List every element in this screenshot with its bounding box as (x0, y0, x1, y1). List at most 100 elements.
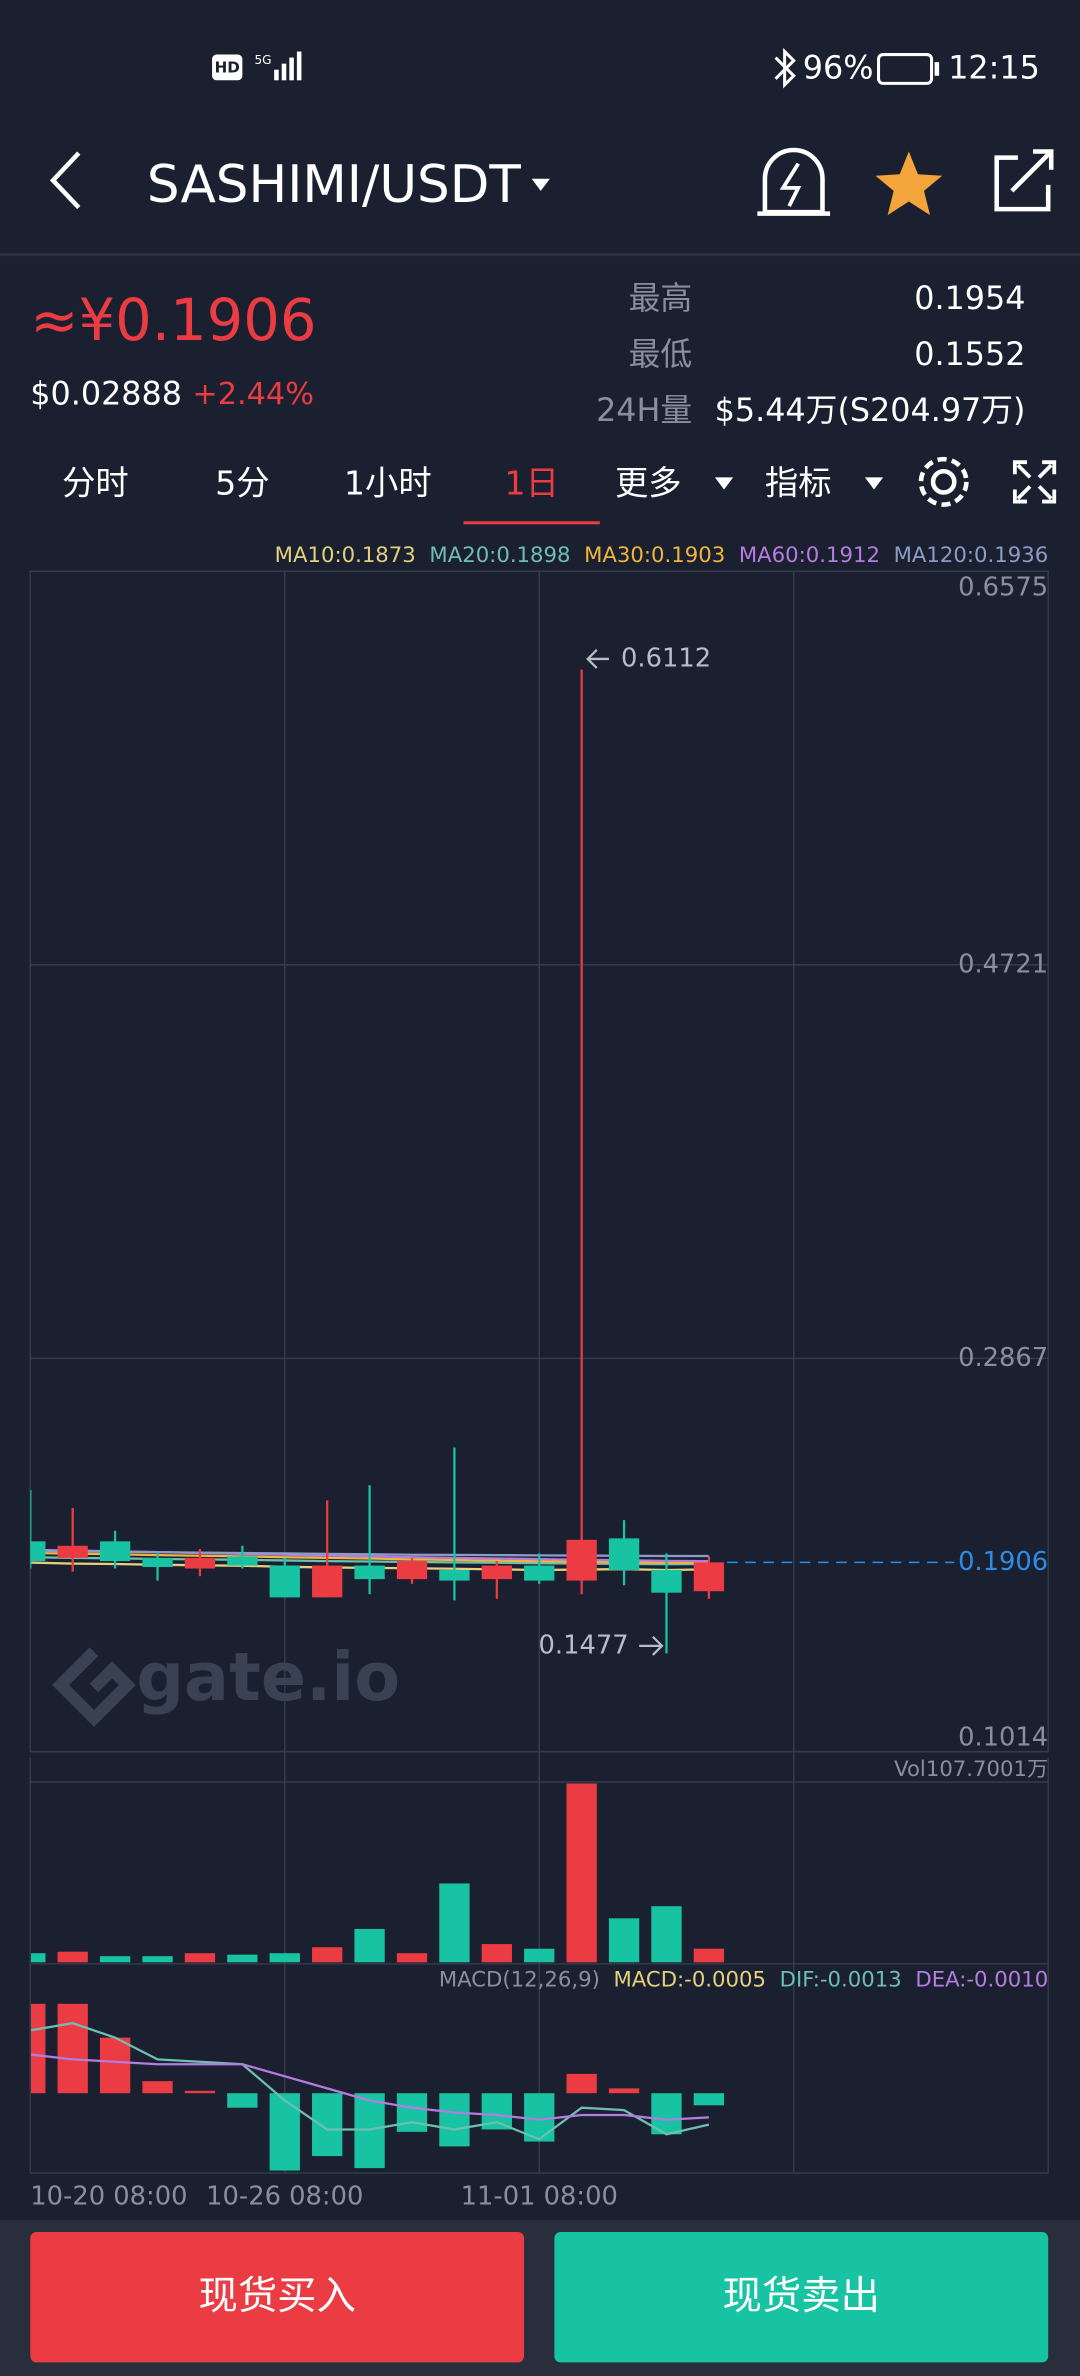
dif-line (30, 2021, 710, 2141)
candle-body (651, 1569, 682, 1593)
buy-label[interactable]: 现货买入 (198, 2273, 355, 2319)
legend-entry: MACD:-0.0005 (613, 1968, 766, 1993)
favorite-button[interactable] (875, 151, 943, 216)
candle-body (99, 1541, 131, 1562)
candles (30, 669, 725, 1654)
candle-body (524, 1565, 555, 1581)
tab[interactable]: 5分 (215, 463, 270, 502)
legend-entry: MA60:0.1912 (739, 543, 880, 568)
candle-body (312, 1565, 343, 1598)
volume-bar (269, 1953, 300, 1963)
battery-text: 96% (803, 49, 874, 87)
price-change: +2.44% (192, 377, 314, 412)
tab[interactable]: 1小时 (344, 463, 432, 502)
volume-bar (651, 1906, 682, 1963)
candle-body (227, 1556, 258, 1566)
candle-body (693, 1562, 725, 1592)
stat-value: 0.1954 (914, 279, 1025, 317)
macd-bar (227, 2093, 258, 2108)
candle-body (396, 1561, 428, 1580)
x-tick-label: 11-01 08:00 (461, 2182, 618, 2212)
stat-label: 最高 (629, 279, 693, 317)
stats: 最高 0.1954 最低 0.1552 24H量 $5.44万(S204.97万) (596, 279, 1025, 429)
sell-label[interactable]: 现货卖出 (723, 2273, 880, 2319)
low-arrow (639, 1635, 664, 1656)
volume-bar (227, 1954, 258, 1963)
candle-body (184, 1557, 216, 1569)
y-tick-label: 0.6575 (958, 572, 1048, 602)
sell-button[interactable] (554, 2232, 1049, 2363)
volume-label: Vol107.7001万 (894, 1757, 1048, 1782)
tabs: 分时 5分 1小时 1日 更多 指标 (62, 463, 884, 525)
tab[interactable]: 更多 (615, 463, 682, 502)
buy-button[interactable] (30, 2232, 525, 2363)
settings-button[interactable] (918, 456, 969, 507)
alert-button[interactable] (757, 147, 831, 216)
stat-label: 最低 (629, 335, 693, 373)
candle-body (269, 1565, 300, 1598)
tab-caret (864, 477, 884, 490)
volume-bar (481, 1944, 512, 1963)
pair-caret[interactable] (531, 178, 550, 191)
legend-entry: MA120:0.1936 (894, 543, 1049, 568)
x-tick-label: 10-26 08:00 (206, 2182, 363, 2212)
share-button[interactable] (994, 149, 1054, 212)
pair-title[interactable]: SASHIMI/USDT (147, 155, 521, 215)
dea-line (30, 2053, 709, 2121)
volume-bar (608, 1918, 640, 1963)
current-price-label: 0.1906 (958, 1547, 1048, 1577)
usd-price: $0.02888 (30, 374, 182, 412)
volume-bar (57, 1951, 88, 1963)
stat-value: $5.44万(S204.97万) (715, 391, 1026, 429)
macd-bar (269, 2093, 300, 2171)
candle-body (481, 1565, 512, 1580)
candle-body (30, 1541, 46, 1562)
volume-bar (354, 1928, 385, 1963)
tab[interactable]: 分时 (62, 463, 129, 502)
svg-text:5G: 5G (254, 53, 271, 67)
tab[interactable]: 1日 (504, 463, 559, 502)
battery-icon (877, 53, 934, 85)
tab[interactable]: 指标 (765, 463, 832, 502)
macd-bar (608, 2088, 640, 2094)
volume-bar (396, 1953, 428, 1963)
y-tick-label: 0.2867 (958, 1343, 1048, 1373)
volume-bar (693, 1948, 725, 1963)
volume-bar (566, 1783, 597, 1963)
tab-underline (463, 521, 600, 525)
hd-text: HD (215, 59, 240, 77)
macd-bar (566, 2073, 597, 2094)
back-button[interactable] (49, 151, 81, 210)
macd-bar (312, 2093, 343, 2157)
macd-bar (184, 2090, 216, 2094)
candle-body (608, 1538, 640, 1570)
volume-bar (99, 1956, 131, 1963)
candle-body (57, 1545, 88, 1558)
candle-body (354, 1565, 385, 1580)
watermark-logo (52, 1647, 136, 1727)
high-label: 0.6112 (621, 643, 711, 673)
kline-chart: 0.1014 0.2867 0.4721 0.6575 0.6112 0.1477 0.19… (29, 543, 1049, 2212)
legend-entry: MA10:0.1873 (275, 543, 416, 568)
sub-panels (30, 1783, 725, 2171)
volume-bar (142, 1956, 173, 1963)
volume-bar (439, 1883, 470, 1963)
legend-entry: DIF:-0.0013 (780, 1968, 902, 1993)
stat-value: 0.1552 (914, 335, 1025, 373)
price: ≈¥0.1906 (30, 287, 316, 354)
low-label: 0.1477 (539, 1630, 629, 1660)
macd-bar (99, 2037, 131, 2094)
macd-bar (396, 2093, 428, 2132)
macd-bar (30, 2003, 46, 2094)
signal-icon: 5G (254, 51, 302, 81)
x-tick-label: 10-20 08:00 (30, 2182, 187, 2212)
fullscreen-button[interactable] (1012, 460, 1057, 504)
legend-entry: MACD(12,26,9) (439, 1968, 600, 1993)
y-tick-label: 0.4721 (958, 949, 1048, 979)
legend-entry: MA30:0.1903 (584, 543, 725, 568)
volume-bar (184, 1953, 216, 1963)
legend-entry: DEA:-0.0010 (915, 1968, 1048, 1993)
volume-bar (30, 1953, 46, 1963)
